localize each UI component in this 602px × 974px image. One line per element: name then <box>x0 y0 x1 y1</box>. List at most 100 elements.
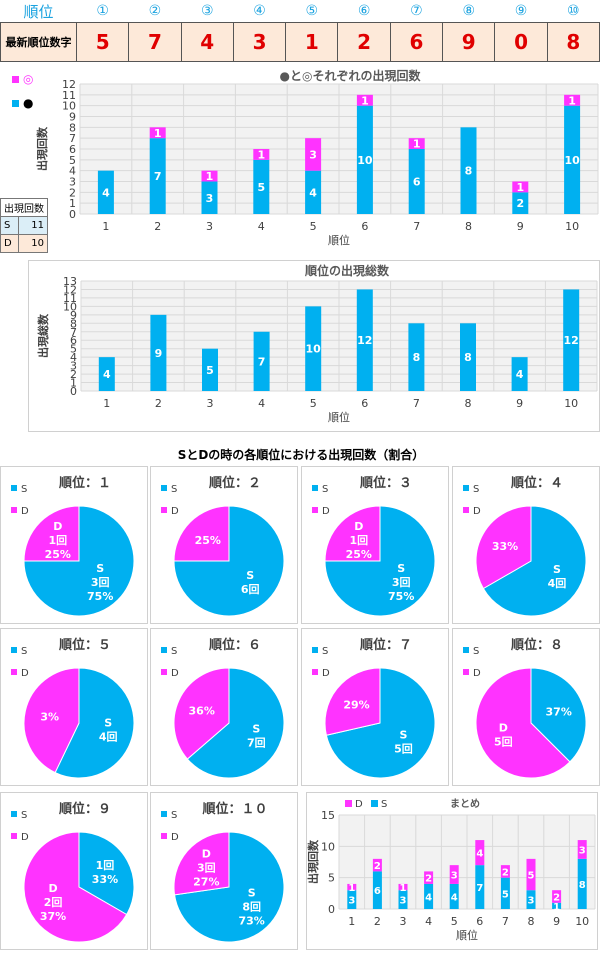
digit-4: 3 <box>232 22 287 62</box>
rank-3: ③ <box>200 3 214 19</box>
bar <box>512 181 529 193</box>
x-tick-label: 10 <box>575 915 589 928</box>
summary-chart: 0510153116223134244357465273581298310まとめ… <box>306 798 596 942</box>
rank-row: 順位 ① ② ③ ④ ⑤ ⑥ ⑦ ⑧ ⑨ ⑩ <box>1 0 600 23</box>
legend-label: S <box>322 646 328 657</box>
pie-title: 順位：１ <box>59 475 111 491</box>
data-label: 6 <box>374 886 381 897</box>
pie-label-d: D <box>202 847 211 860</box>
y-tick-label: 8 <box>69 121 76 134</box>
y-tick-label: 5 <box>70 343 77 356</box>
y-tick-label: 4 <box>70 351 77 364</box>
data-label: 12 <box>357 334 372 347</box>
digit-3: 4 <box>180 22 234 62</box>
data-label: 1 <box>206 170 214 183</box>
pie-label-d: D <box>499 721 508 734</box>
x-tick-label: 5 <box>310 397 317 410</box>
data-label: 1 <box>361 94 369 107</box>
data-label: 7 <box>476 883 483 894</box>
bar <box>424 883 434 909</box>
pie-panel: 順位：７ S D S 5回 29% <box>301 628 449 786</box>
x-tick-label: 7 <box>413 397 420 410</box>
pie-label-s: 3回 <box>91 575 110 589</box>
bar <box>408 149 425 214</box>
rank-5: ⑤ <box>305 3 319 19</box>
y-tick-label: 3 <box>70 360 77 373</box>
bar <box>356 289 373 391</box>
x-tick-label: 7 <box>413 220 420 233</box>
legend-label: S <box>21 810 27 821</box>
y-tick-label: 15 <box>321 809 335 822</box>
bar <box>253 149 270 160</box>
x-tick-label: 1 <box>103 397 110 410</box>
x-tick-label: 6 <box>361 220 368 233</box>
y-axis-label: 出現総数 <box>36 313 50 358</box>
legend-swatch <box>312 669 318 675</box>
pie-panel: 順位：１ S D S 3回 75% D 1回 25% <box>0 466 148 624</box>
pie-label-s: 5回 <box>394 742 413 756</box>
bar <box>356 94 373 106</box>
data-label: 4 <box>309 186 317 199</box>
pie-slice-s <box>530 667 587 763</box>
data-label: 3 <box>206 192 214 205</box>
data-label: 3 <box>309 148 317 161</box>
rank-4: ④ <box>253 3 266 19</box>
bar <box>253 159 270 214</box>
x-axis-label: 順位 <box>456 928 478 942</box>
bar <box>449 865 459 884</box>
data-label: 8 <box>465 165 473 178</box>
legend-swatch <box>463 507 469 513</box>
bar <box>460 127 477 214</box>
data-label: 10 <box>357 154 373 167</box>
legend-label: D <box>171 668 179 679</box>
digit-6: 2 <box>337 22 391 62</box>
legend-item-double-circle: ◎ <box>12 72 33 86</box>
pie-label-s: 1回 <box>96 858 115 872</box>
pie-title: 順位：９ <box>59 801 111 817</box>
data-label: 5 <box>528 871 535 882</box>
data-label: 4 <box>103 368 111 381</box>
pie-label-s: 73% <box>239 915 265 928</box>
pie-label-s: 75% <box>87 590 113 603</box>
legend-label: D <box>473 506 481 517</box>
bar <box>460 323 476 391</box>
pie-slice-d <box>324 505 381 562</box>
pie-label-d: 27% <box>193 875 219 888</box>
latest-digit-row: 最新順位数字 5 7 4 3 1 2 6 9 0 8 <box>0 22 601 62</box>
legend-swatch <box>371 800 378 807</box>
digit-7: 6 <box>389 22 444 62</box>
bar <box>150 314 167 391</box>
legend-label: S <box>473 484 479 495</box>
rank-7: ⑦ <box>410 3 423 19</box>
pie-slice-d <box>324 667 381 736</box>
data-label: 2 <box>425 874 432 885</box>
pie-slice-d <box>173 505 230 562</box>
bar <box>511 357 528 391</box>
legend-swatch <box>161 833 167 839</box>
x-tick-label: 4 <box>425 915 432 928</box>
pie-slice-d <box>23 505 80 562</box>
pie-panel: 順位：１０ S D S 8回 73% D 3回 27% <box>150 792 298 950</box>
x-tick-label: 5 <box>310 220 317 233</box>
data-label: 7 <box>154 170 162 183</box>
y-tick-label: 2 <box>69 186 76 199</box>
x-tick-label: 9 <box>517 220 524 233</box>
data-label: 3 <box>400 896 407 907</box>
pie-label-s: 6回 <box>241 582 260 596</box>
rank-6: ⑥ <box>357 3 371 19</box>
data-label: 12 <box>564 334 579 347</box>
x-tick-label: 4 <box>258 220 265 233</box>
x-tick-label: 9 <box>553 915 560 928</box>
data-label: 4 <box>451 892 458 903</box>
total-count-panel: 0 1 2 3 4 5 6 7 8 9 10 11 12 13 4 1 9 2 5 3 7 4 10 5 12 6 8 7 8 8 4 9 12… <box>28 260 600 432</box>
pie-label-d: D <box>354 520 363 533</box>
legend-label: S <box>322 484 328 495</box>
y-tick-label: 10 <box>62 100 76 113</box>
y-tick-label: 9 <box>69 111 76 124</box>
digit-10: 8 <box>546 22 601 62</box>
bar <box>305 170 322 214</box>
x-axis-label: 順位 <box>328 233 350 247</box>
